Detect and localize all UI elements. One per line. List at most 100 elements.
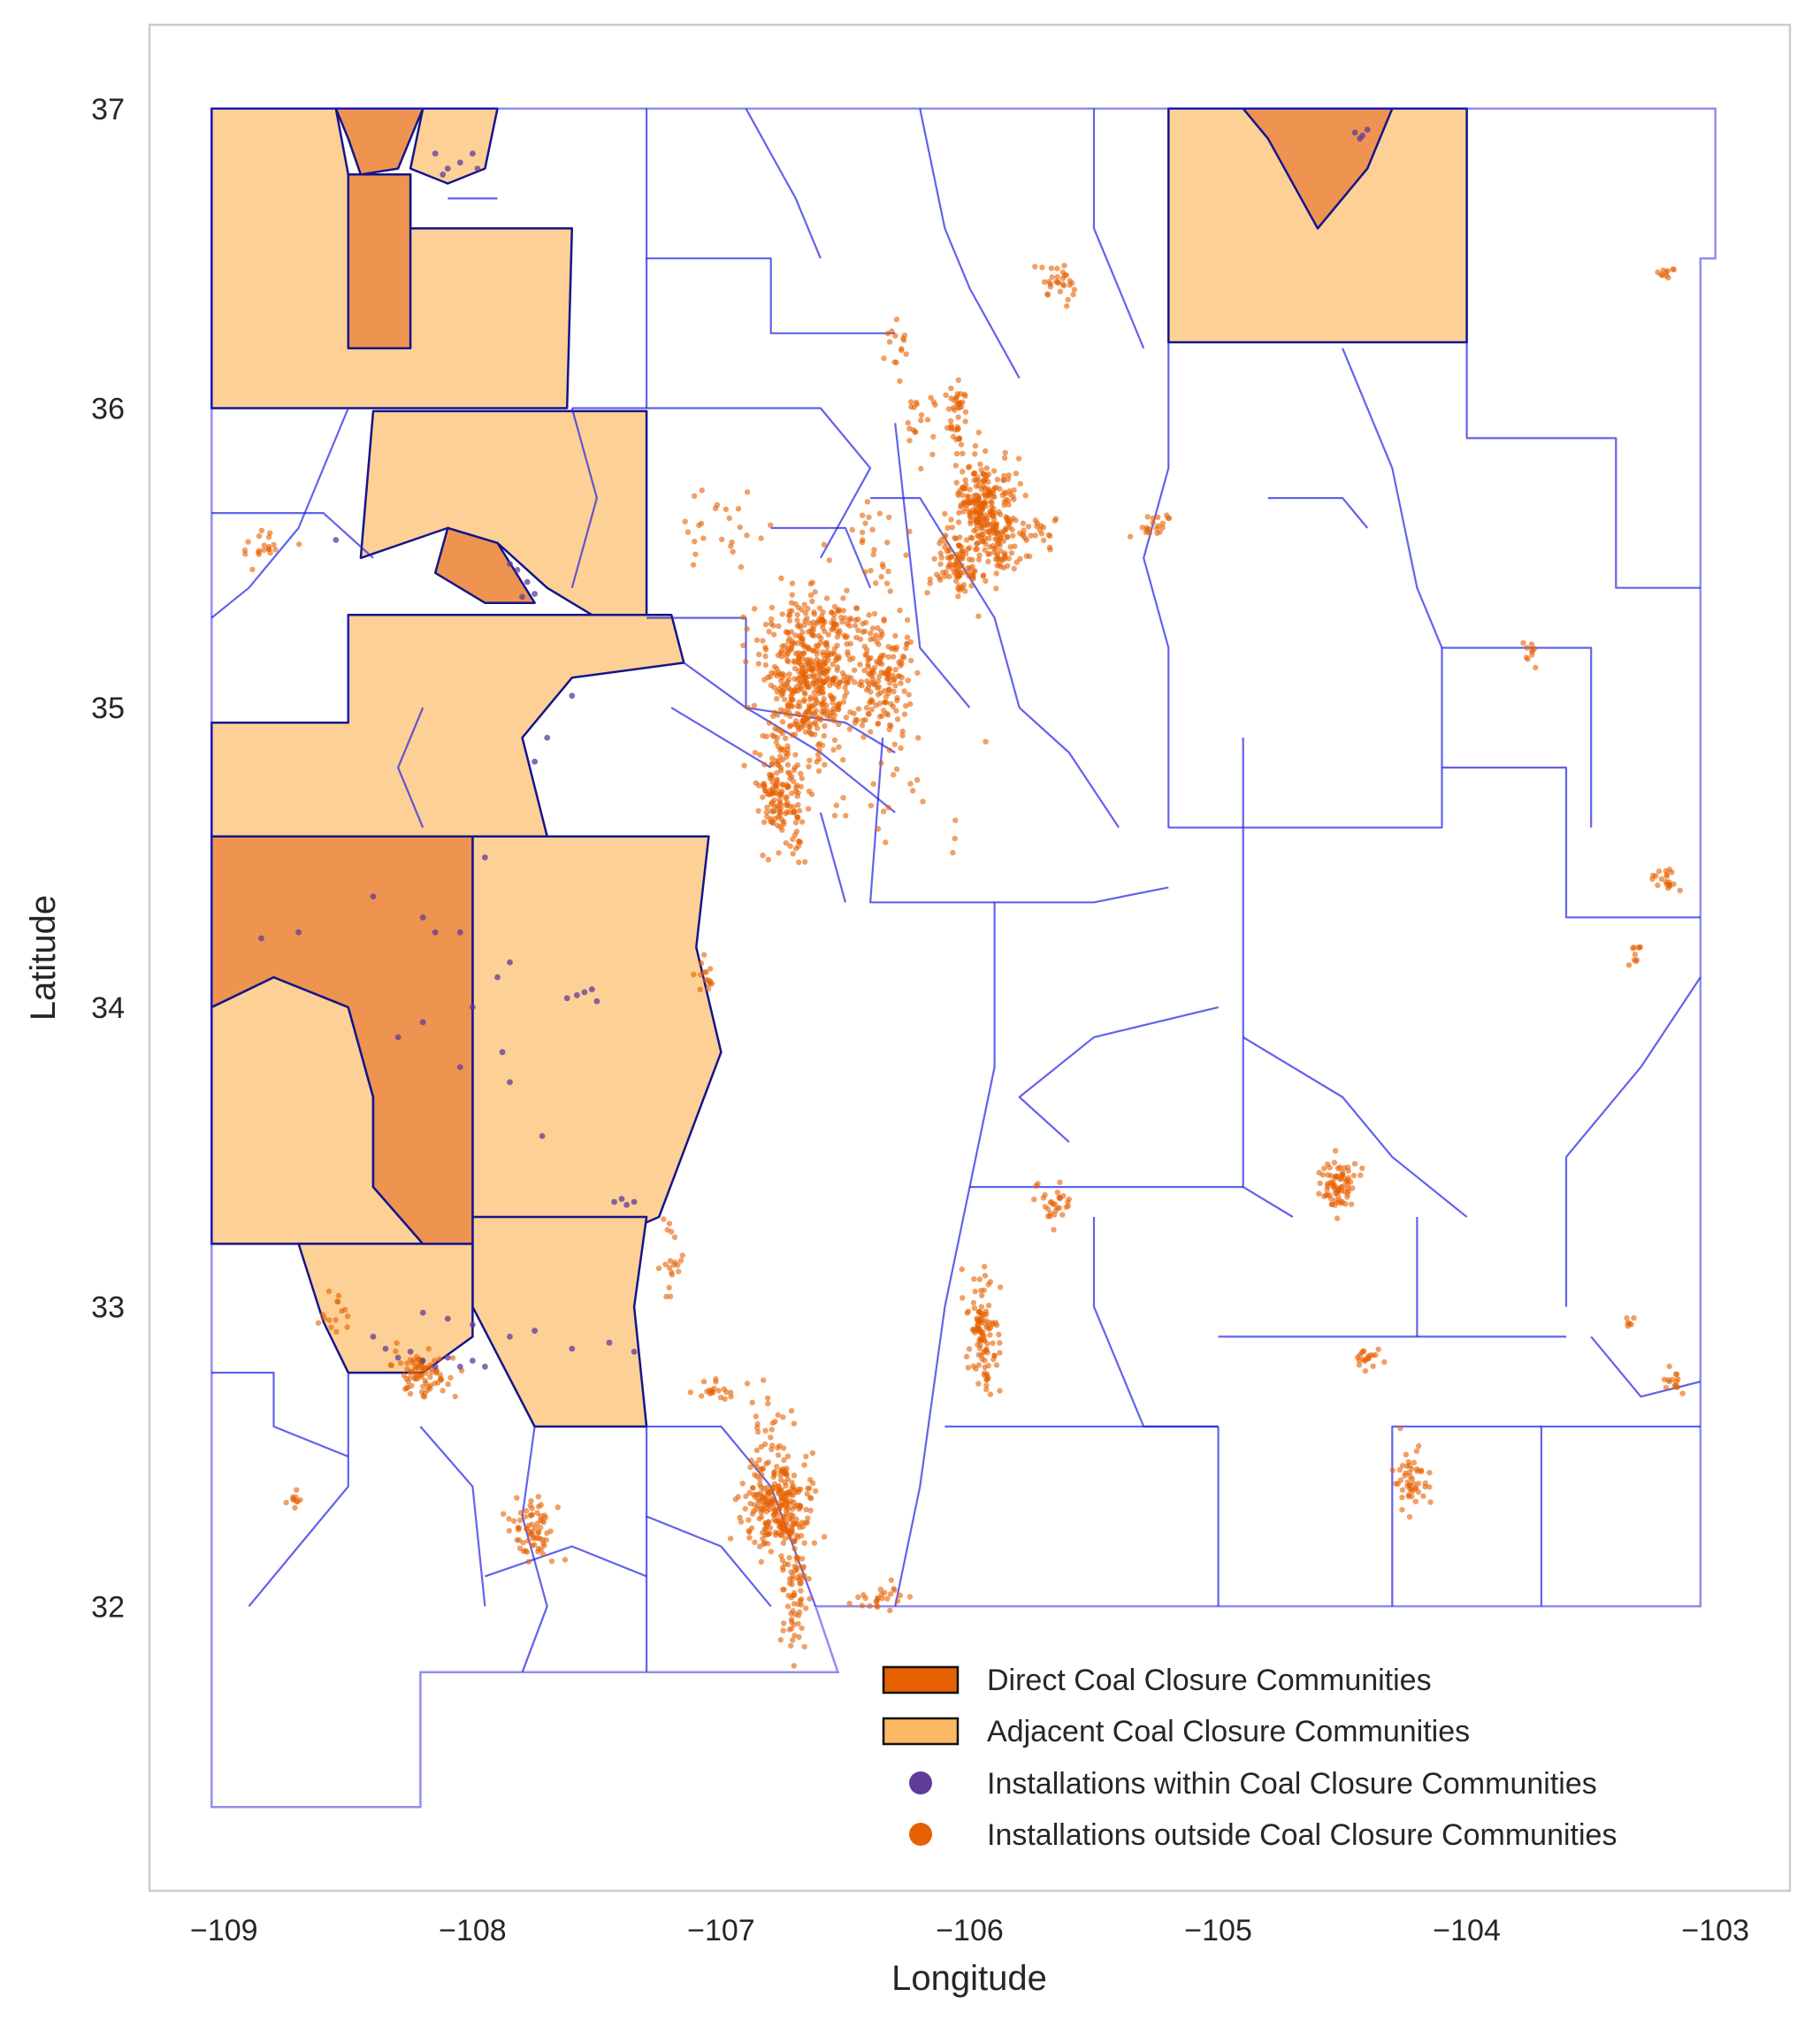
outside-installation-point <box>1531 646 1538 652</box>
outside-installation-point <box>540 1519 547 1526</box>
outside-installation-point <box>789 773 795 780</box>
outside-installation-point <box>817 658 823 665</box>
outside-installation-point <box>975 613 982 619</box>
boundary-line-4 <box>919 108 1021 379</box>
outside-installation-point <box>901 688 907 694</box>
outside-installation-point <box>777 747 784 754</box>
boundary-line-14 <box>1018 707 1120 829</box>
outside-installation-point <box>915 735 921 741</box>
outside-installation-point <box>927 576 934 583</box>
outside-installation-point <box>955 414 961 420</box>
outside-installation-point <box>739 1480 746 1487</box>
outside-installation-point <box>965 1308 972 1315</box>
outside-installation-point <box>963 1353 970 1360</box>
outside-installation-point <box>859 1603 866 1609</box>
outside-installation-point <box>993 1362 1000 1368</box>
outside-installation-point <box>983 1382 990 1389</box>
outside-installation-point <box>821 696 827 702</box>
outside-installation-point <box>891 1587 898 1594</box>
inside-installation-point <box>444 165 451 172</box>
outside-installation-point <box>907 657 914 664</box>
outside-installation-point <box>881 617 887 624</box>
outside-installation-point <box>943 539 949 547</box>
outside-installation-point <box>971 477 977 484</box>
outside-installation-point <box>880 808 887 815</box>
outside-installation-point <box>1331 1182 1338 1188</box>
outside-installation-point <box>983 1376 990 1383</box>
outside-installation-point <box>869 526 876 532</box>
outside-installation-point <box>886 339 893 345</box>
outside-installation-point <box>1672 1371 1679 1378</box>
outside-installation-point <box>986 535 992 542</box>
outside-installation-point <box>860 734 867 740</box>
outside-installation-point <box>1524 645 1530 651</box>
outside-installation-point <box>804 615 810 622</box>
outside-installation-point <box>961 486 967 492</box>
outside-installation-point <box>781 1457 787 1464</box>
outside-installation-point <box>662 1261 669 1267</box>
state-outline-layer <box>210 107 1717 1809</box>
outside-installation-point <box>777 677 784 684</box>
outside-installation-point <box>798 1587 804 1594</box>
outside-installation-point <box>953 573 960 579</box>
outside-installation-point <box>522 1513 528 1520</box>
outside-installation-point <box>931 555 937 562</box>
outside-installation-point <box>1411 1459 1418 1466</box>
outside-installation-point <box>870 635 877 642</box>
outside-installation-point <box>407 1374 413 1381</box>
outside-installation-point <box>728 1394 734 1400</box>
outside-installation-point <box>1354 1354 1361 1361</box>
outside-installation-point <box>788 1626 795 1632</box>
outside-installation-point <box>1060 282 1067 289</box>
outside-installation-point <box>892 632 899 639</box>
outside-installation-point <box>249 566 256 573</box>
outside-installation-point <box>900 337 907 343</box>
outside-installation-point <box>979 532 986 539</box>
outside-installation-point <box>764 1501 770 1507</box>
outside-installation-point <box>1001 527 1007 534</box>
outside-installation-point <box>723 506 730 513</box>
outside-installation-point <box>894 694 900 701</box>
outside-installation-point <box>851 710 857 716</box>
outside-installation-point <box>815 632 822 639</box>
outside-installation-point <box>802 609 809 616</box>
outside-installation-point <box>906 425 913 432</box>
outside-installation-point <box>989 500 995 506</box>
outside-installation-point <box>774 769 780 776</box>
outside-installation-point <box>769 755 776 761</box>
x-tick-label: −107 <box>687 1914 755 1947</box>
outside-installation-point <box>914 669 921 677</box>
outside-installation-point <box>897 378 903 385</box>
outside-installation-point <box>776 623 782 630</box>
outside-installation-point <box>796 1577 802 1583</box>
outside-installation-point <box>795 1534 801 1541</box>
outside-installation-point <box>440 1388 446 1394</box>
outside-installation-point <box>401 1373 408 1379</box>
outside-installation-point <box>807 1495 814 1501</box>
outside-installation-point <box>1630 945 1636 952</box>
inside-installation-point <box>494 974 501 981</box>
outside-installation-point <box>783 840 789 846</box>
inside-installation-point <box>432 150 439 157</box>
inside-installation-point <box>618 1196 625 1202</box>
outside-installation-point <box>761 677 768 683</box>
outside-installation-point <box>1127 533 1134 539</box>
outside-installation-point <box>784 761 791 768</box>
outside-installation-point <box>749 1511 756 1517</box>
outside-installation-point <box>1334 1174 1340 1180</box>
outside-installation-point <box>786 1580 793 1587</box>
outside-installation-point <box>965 546 971 553</box>
x-tick-label: −108 <box>439 1914 507 1947</box>
outside-installation-point <box>769 1496 775 1503</box>
boundary-line-47 <box>1243 1036 1468 1218</box>
outside-installation-point <box>743 658 749 665</box>
outside-installation-point <box>791 804 797 810</box>
outside-installation-point <box>898 658 905 664</box>
outside-installation-point <box>769 788 776 794</box>
outside-installation-point <box>887 1591 894 1597</box>
outside-installation-point <box>761 819 768 825</box>
outside-installation-point <box>669 1272 676 1278</box>
outside-installation-point <box>860 629 866 635</box>
outside-installation-point <box>1031 1197 1037 1203</box>
outside-installation-point <box>760 1499 766 1505</box>
